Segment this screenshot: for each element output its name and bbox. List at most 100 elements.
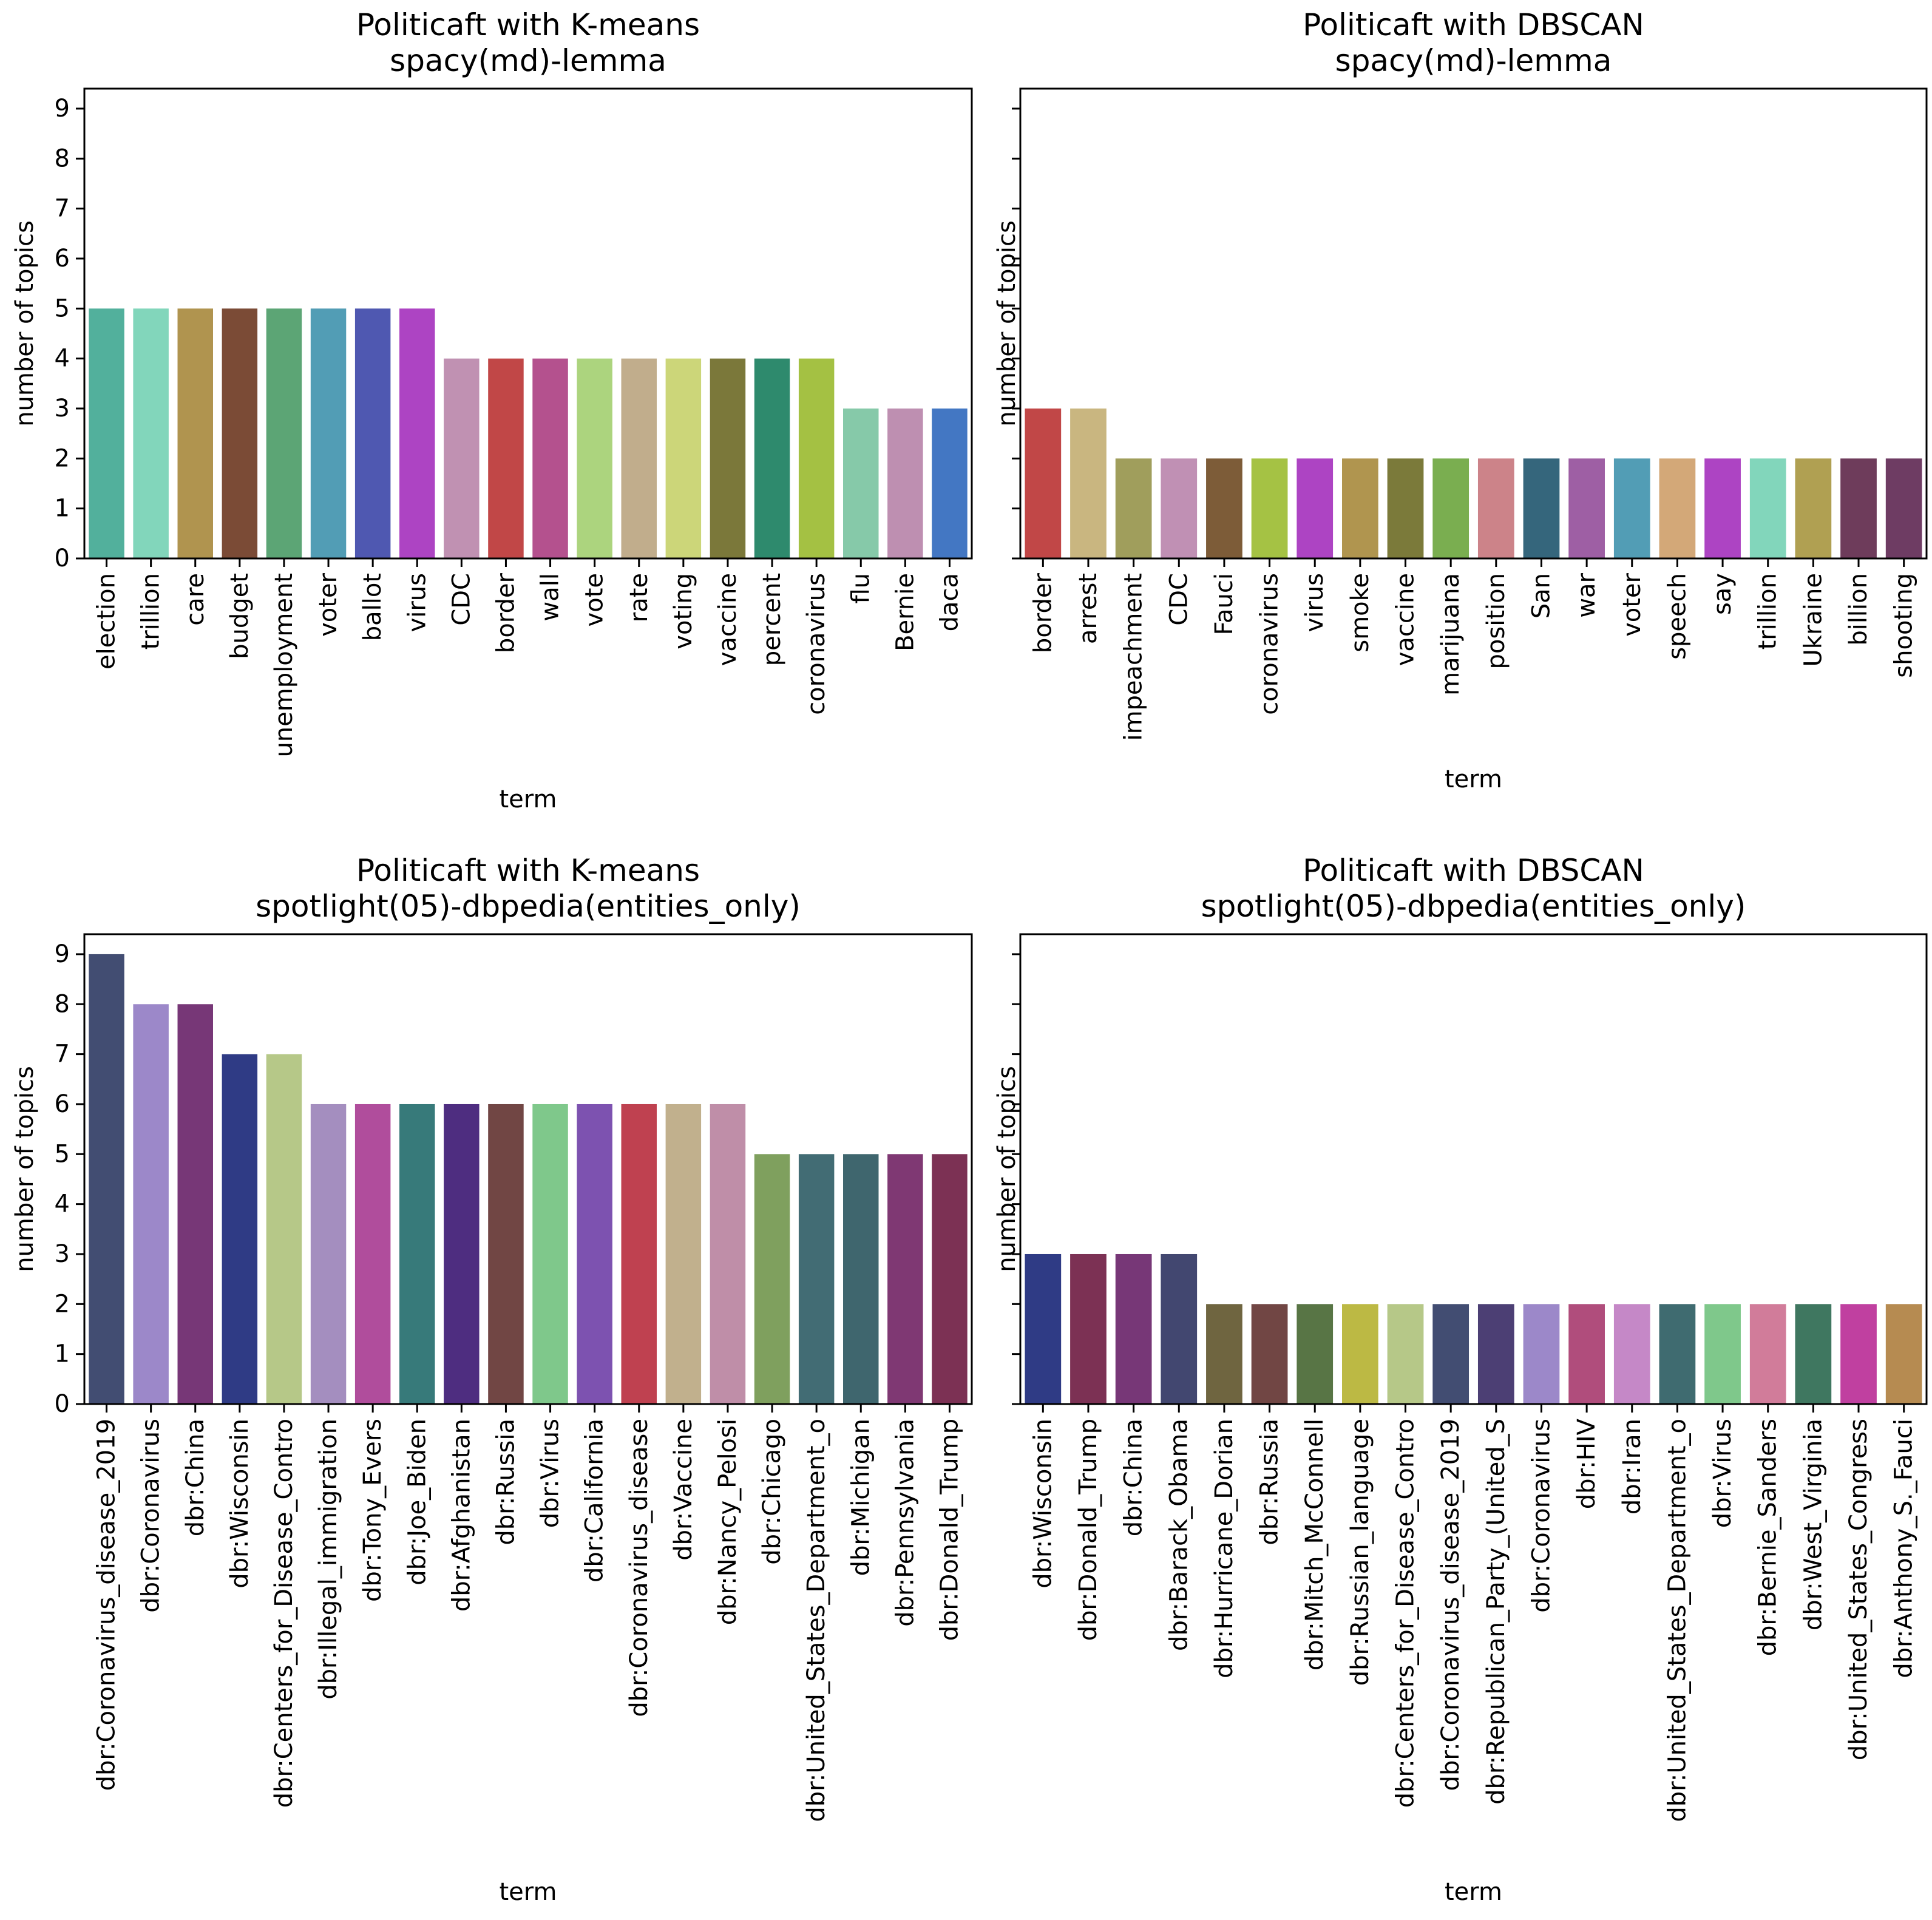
x-tick-label: dbr:West_Virginia bbox=[1799, 1419, 1827, 1630]
x-tick-label: dbr:Wisconsin bbox=[226, 1419, 254, 1589]
bar bbox=[399, 1104, 435, 1404]
bar bbox=[621, 1104, 657, 1404]
bar bbox=[1161, 458, 1198, 558]
x-tick-label: position bbox=[1482, 573, 1510, 669]
bar bbox=[310, 308, 347, 558]
x-tick-label: dbr:Virus bbox=[1709, 1419, 1737, 1528]
bar bbox=[1749, 458, 1786, 558]
chart-title: Politicaft with K-means bbox=[356, 853, 700, 888]
x-tick-label: trillion bbox=[137, 573, 165, 650]
bar bbox=[1523, 458, 1560, 558]
bar bbox=[89, 308, 124, 558]
bar bbox=[266, 1054, 302, 1404]
y-tick-label: 0 bbox=[55, 1390, 70, 1418]
bar bbox=[1025, 1253, 1062, 1404]
chart-title: Politicaft with DBSCAN bbox=[1303, 7, 1644, 42]
x-tick-label: dbr:Barack_Obama bbox=[1165, 1419, 1193, 1651]
bar bbox=[1885, 1304, 1922, 1404]
x-tick-label: dbr:Michigan bbox=[847, 1419, 875, 1576]
y-tick-label: 8 bbox=[55, 144, 70, 172]
x-tick-label: budget bbox=[226, 573, 254, 659]
y-tick-label: 5 bbox=[55, 294, 70, 322]
bar bbox=[1795, 458, 1832, 558]
bar bbox=[354, 1104, 391, 1404]
bar bbox=[133, 1004, 169, 1404]
bar bbox=[665, 1104, 702, 1404]
bar bbox=[1568, 458, 1605, 558]
y-tick-label: 3 bbox=[55, 1240, 70, 1268]
x-tick-label: dbr:China bbox=[181, 1419, 209, 1536]
x-tick-label: dbr:HIV bbox=[1573, 1418, 1601, 1509]
x-tick-label: dbr:Anthony_S._Fauci bbox=[1890, 1419, 1918, 1678]
x-tick-label: dbr:Coronavirus_disease bbox=[625, 1419, 653, 1717]
bar bbox=[222, 1054, 258, 1404]
chart-subtitle: spotlight(05)-dbpedia(entities_only) bbox=[1201, 889, 1746, 924]
x-tick-label: dbr:China bbox=[1120, 1419, 1148, 1536]
bar bbox=[89, 954, 124, 1404]
x-tick-label: smoke bbox=[1346, 573, 1374, 653]
y-tick-label: 2 bbox=[55, 444, 70, 472]
bar bbox=[1840, 458, 1877, 558]
bar bbox=[887, 408, 923, 558]
x-tick-label: dbr:Illegal_immigration bbox=[314, 1419, 342, 1700]
bar bbox=[1387, 1304, 1424, 1404]
x-tick-label: Bernie bbox=[891, 573, 919, 651]
bar bbox=[1070, 1253, 1107, 1404]
bar bbox=[1840, 1304, 1877, 1404]
y-axis-label: number of topics bbox=[993, 220, 1021, 427]
bar bbox=[1161, 1253, 1198, 1404]
x-tick-label: dbr:Afghanistan bbox=[447, 1419, 475, 1612]
bar bbox=[532, 358, 568, 558]
bar bbox=[1432, 458, 1469, 558]
bar bbox=[133, 308, 169, 558]
bar bbox=[488, 358, 524, 558]
bar bbox=[1387, 458, 1424, 558]
y-tick-label: 1 bbox=[55, 495, 70, 523]
bar bbox=[1613, 458, 1650, 558]
bar bbox=[1296, 458, 1334, 558]
x-tick-label: shooting bbox=[1890, 573, 1918, 678]
x-tick-label: impeachment bbox=[1120, 573, 1148, 741]
chart-subtitle: spotlight(05)-dbpedia(entities_only) bbox=[256, 889, 801, 924]
bar bbox=[1704, 458, 1741, 558]
x-tick-label: San bbox=[1527, 573, 1555, 619]
x-tick-label: percent bbox=[758, 573, 786, 666]
y-axis-label: number of topics bbox=[11, 1066, 39, 1272]
bar bbox=[754, 358, 790, 558]
x-tick-label: marijuana bbox=[1437, 573, 1465, 696]
x-tick-label: billion bbox=[1845, 573, 1873, 646]
bar bbox=[1115, 458, 1152, 558]
x-tick-label: border bbox=[492, 572, 520, 653]
bar bbox=[177, 308, 213, 558]
x-tick-label: dbr:Chicago bbox=[758, 1419, 786, 1565]
x-tick-label: dbr:Centers_for_Disease_Contro bbox=[270, 1419, 298, 1808]
bar bbox=[798, 358, 835, 558]
x-tick-label: dbr:Vaccine bbox=[669, 1419, 697, 1561]
x-tick-label: wall bbox=[537, 573, 564, 621]
x-tick-label: care bbox=[181, 573, 209, 626]
x-tick-label: dbr:United_States_Department_o bbox=[1663, 1419, 1691, 1822]
bar bbox=[754, 1154, 790, 1404]
bar bbox=[266, 308, 302, 558]
x-axis-label: term bbox=[500, 785, 557, 813]
x-tick-label: vote bbox=[581, 573, 609, 626]
x-axis-label: term bbox=[500, 1878, 557, 1906]
bar bbox=[843, 408, 879, 558]
x-tick-label: dbr:United_States_Department_o bbox=[802, 1419, 830, 1822]
bar bbox=[843, 1154, 879, 1404]
bar bbox=[444, 1104, 480, 1404]
x-tick-label: dbr:Centers_for_Disease_Contro bbox=[1392, 1419, 1420, 1808]
x-tick-label: CDC bbox=[1165, 573, 1193, 626]
x-tick-label: dbr:Coronavirus_disease_2019 bbox=[1437, 1419, 1465, 1791]
x-tick-label: dbr:Coronavirus bbox=[1527, 1419, 1555, 1613]
y-tick-label: 6 bbox=[55, 1090, 70, 1118]
plot-frame bbox=[83, 933, 973, 1405]
bar bbox=[532, 1104, 568, 1404]
x-tick-label: dbr:Coronavirus_disease_2019 bbox=[93, 1419, 121, 1791]
x-tick-label: dbr:Russia bbox=[1256, 1419, 1284, 1545]
chart-subtitle: spacy(md)-lemma bbox=[1335, 43, 1612, 78]
bar bbox=[1659, 1304, 1696, 1404]
x-tick-label: dbr:California bbox=[581, 1419, 609, 1582]
